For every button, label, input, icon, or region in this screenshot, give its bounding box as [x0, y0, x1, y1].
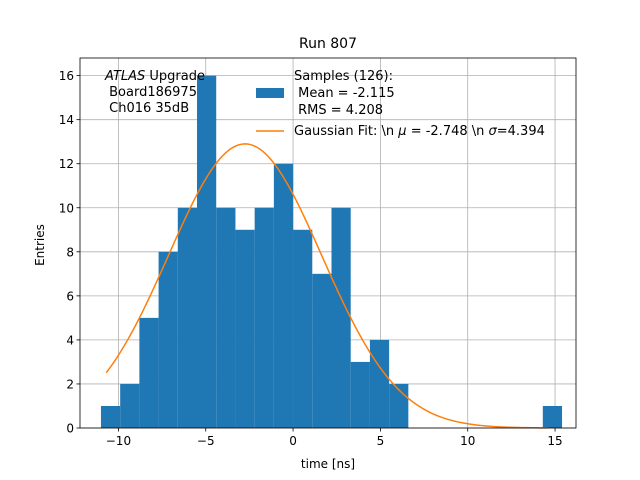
y-tick-label: 6 — [66, 289, 74, 303]
annotation-channel: Ch016 35dB — [105, 101, 189, 116]
x-tick-label: 5 — [377, 434, 385, 448]
y-axis-ticks: 0 2 4 6 8 10 12 14 16 — [59, 69, 80, 436]
legend-fit-sigma: σ — [489, 124, 498, 139]
y-tick-label: 10 — [59, 201, 74, 215]
legend-fit-width: =4.394 — [497, 124, 545, 139]
x-tick-label: −5 — [197, 434, 215, 448]
legend: Samples (126): Mean = -2.115 RMS = 4.208… — [256, 69, 545, 139]
annotation-board: Board186975 — [105, 85, 197, 100]
y-tick-label: 4 — [66, 333, 74, 347]
atlas-annotation: ATLAS Upgrade Board186975 Ch016 35dB — [104, 69, 205, 116]
x-tick-label: −10 — [106, 434, 131, 448]
histogram-bar — [293, 229, 313, 428]
annotation-upgrade: Upgrade — [145, 69, 205, 84]
legend-fit-mean: = -2.748 \n — [407, 124, 489, 139]
plot-area — [79, 57, 577, 429]
legend-samples-swatch — [256, 88, 284, 98]
histogram-bar — [273, 163, 294, 428]
x-tick-label: 0 — [289, 434, 297, 448]
legend-fit-label: Gaussian Fit: \n μ = -2.748 \n σ=4.394 — [294, 124, 545, 139]
histogram-bar — [254, 207, 274, 428]
histogram-bar — [331, 207, 351, 428]
histogram-bar — [350, 361, 370, 428]
legend-samples-count: Samples (126): — [294, 69, 393, 84]
legend-samples-rms: RMS = 4.208 — [294, 103, 383, 118]
histogram-bar — [216, 207, 236, 428]
x-axis-label: time [ns] — [301, 457, 355, 471]
histogram-bar — [177, 207, 198, 428]
y-axis-label: Entries — [33, 224, 47, 266]
y-tick-label: 8 — [66, 245, 74, 259]
annotation-atlas: ATLAS — [104, 69, 145, 84]
y-tick-label: 0 — [66, 422, 74, 436]
histogram-bar — [312, 273, 332, 428]
histogram-bar — [235, 229, 255, 428]
y-tick-label: 14 — [59, 113, 74, 127]
legend-fit-prefix: Gaussian Fit: \n — [294, 124, 398, 139]
y-tick-label: 16 — [59, 69, 74, 83]
annotation-line-1: ATLAS Upgrade — [104, 69, 205, 84]
histogram-bar — [369, 339, 390, 428]
legend-samples-mean: Mean = -2.115 — [294, 86, 395, 101]
gaussian-fit-line — [105, 143, 549, 429]
chart-title: Run 807 — [299, 36, 357, 52]
y-tick-label: 2 — [66, 377, 74, 391]
y-tick-label: 12 — [59, 157, 74, 171]
axes-frame — [79, 57, 577, 429]
legend-fit-mu: μ — [397, 124, 406, 139]
x-tick-label: 10 — [460, 434, 475, 448]
histogram-bar — [139, 317, 159, 428]
histogram-bar — [158, 251, 178, 428]
histogram-bar — [197, 75, 217, 428]
histogram-bar — [542, 405, 563, 428]
histogram-bar — [100, 405, 121, 428]
x-axis-ticks: −10 −5 0 5 10 15 — [106, 428, 563, 448]
histogram-bar — [120, 383, 140, 428]
histogram-bars — [100, 75, 563, 428]
x-tick-label: 15 — [547, 434, 562, 448]
